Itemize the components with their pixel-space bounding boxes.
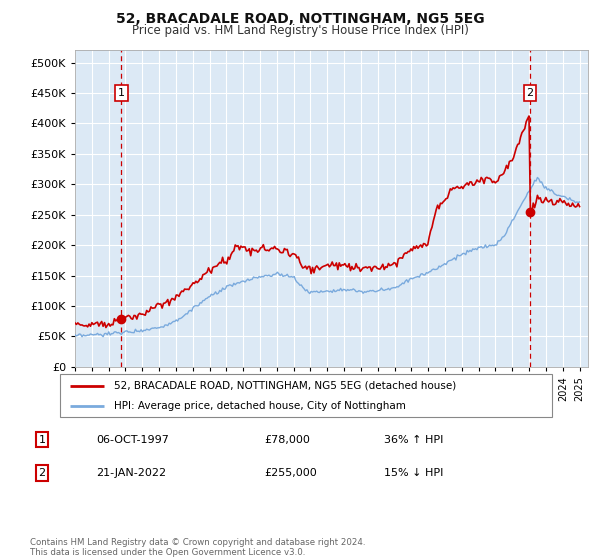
FancyBboxPatch shape — [60, 374, 552, 417]
Text: 2: 2 — [526, 88, 533, 98]
Text: 15% ↓ HPI: 15% ↓ HPI — [384, 468, 443, 478]
Text: 1: 1 — [38, 435, 46, 445]
Text: 52, BRACADALE ROAD, NOTTINGHAM, NG5 5EG (detached house): 52, BRACADALE ROAD, NOTTINGHAM, NG5 5EG … — [114, 381, 457, 391]
Text: HPI: Average price, detached house, City of Nottingham: HPI: Average price, detached house, City… — [114, 402, 406, 411]
Text: 06-OCT-1997: 06-OCT-1997 — [96, 435, 169, 445]
Text: 2: 2 — [38, 468, 46, 478]
Text: 21-JAN-2022: 21-JAN-2022 — [96, 468, 166, 478]
Text: Contains HM Land Registry data © Crown copyright and database right 2024.
This d: Contains HM Land Registry data © Crown c… — [30, 538, 365, 557]
Text: Price paid vs. HM Land Registry's House Price Index (HPI): Price paid vs. HM Land Registry's House … — [131, 24, 469, 36]
Text: 52, BRACADALE ROAD, NOTTINGHAM, NG5 5EG: 52, BRACADALE ROAD, NOTTINGHAM, NG5 5EG — [116, 12, 484, 26]
Text: £255,000: £255,000 — [264, 468, 317, 478]
Text: £78,000: £78,000 — [264, 435, 310, 445]
Text: 36% ↑ HPI: 36% ↑ HPI — [384, 435, 443, 445]
Text: 1: 1 — [118, 88, 125, 98]
